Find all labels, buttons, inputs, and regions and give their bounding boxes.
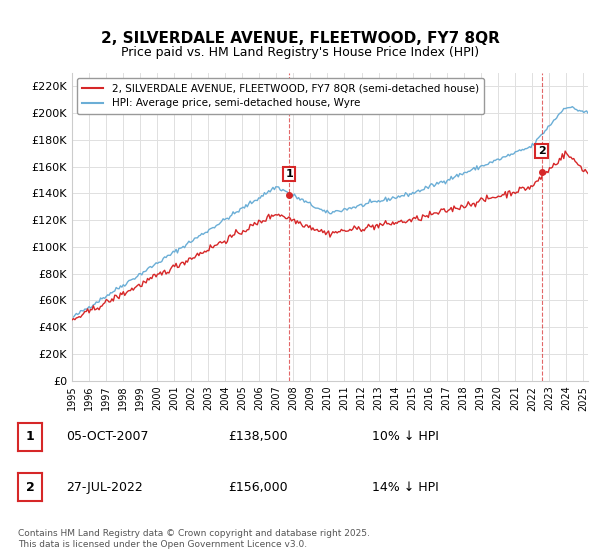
Legend: 2, SILVERDALE AVENUE, FLEETWOOD, FY7 8QR (semi-detached house), HPI: Average pri: 2, SILVERDALE AVENUE, FLEETWOOD, FY7 8QR… — [77, 78, 484, 114]
Text: Price paid vs. HM Land Registry's House Price Index (HPI): Price paid vs. HM Land Registry's House … — [121, 46, 479, 59]
Text: £138,500: £138,500 — [228, 430, 287, 444]
Text: 10% ↓ HPI: 10% ↓ HPI — [372, 430, 439, 444]
Text: 1: 1 — [26, 430, 34, 444]
Text: 2: 2 — [538, 146, 545, 156]
Text: 05-OCT-2007: 05-OCT-2007 — [66, 430, 149, 444]
Text: 2, SILVERDALE AVENUE, FLEETWOOD, FY7 8QR: 2, SILVERDALE AVENUE, FLEETWOOD, FY7 8QR — [101, 31, 499, 46]
Text: 14% ↓ HPI: 14% ↓ HPI — [372, 480, 439, 494]
Text: £156,000: £156,000 — [228, 480, 287, 494]
Text: Contains HM Land Registry data © Crown copyright and database right 2025.
This d: Contains HM Land Registry data © Crown c… — [18, 529, 370, 549]
Text: 1: 1 — [286, 169, 293, 179]
Text: 27-JUL-2022: 27-JUL-2022 — [66, 480, 143, 494]
Text: 2: 2 — [26, 480, 34, 494]
